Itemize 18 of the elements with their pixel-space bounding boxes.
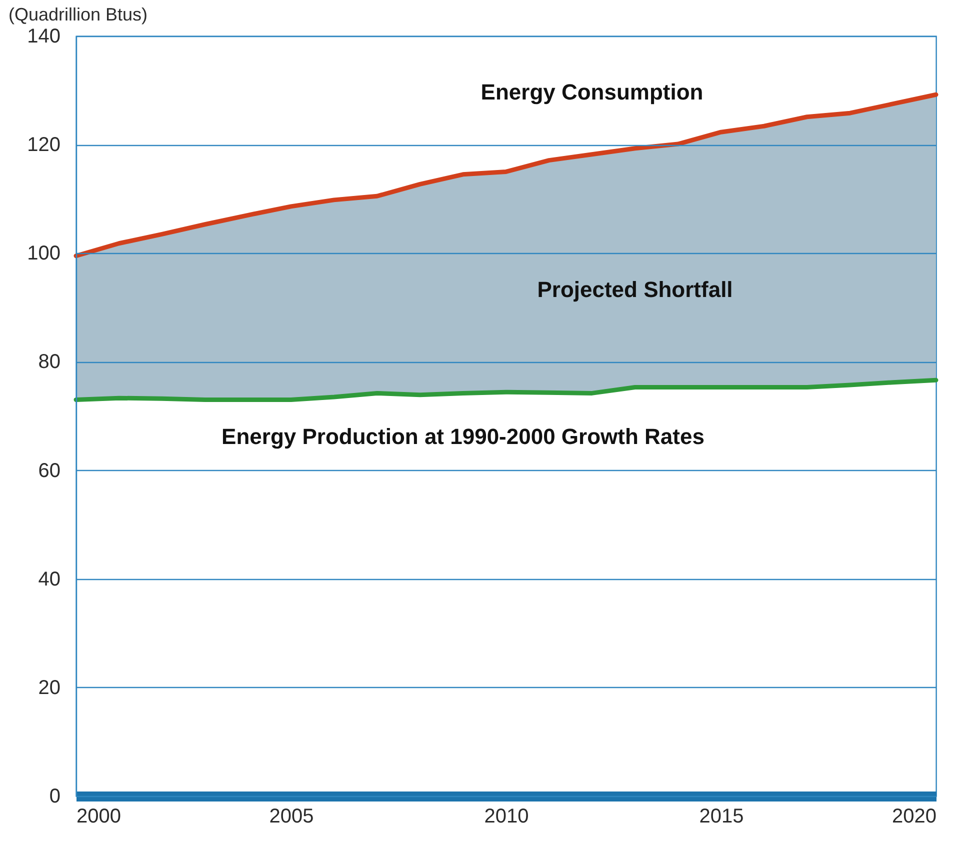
y-axis-title: (Quadrillion Btus) bbox=[8, 4, 148, 24]
x-tick-label: 2015 bbox=[699, 806, 744, 828]
y-tick-label: 20 bbox=[38, 676, 60, 699]
x-tick-label: 2000 bbox=[76, 806, 121, 828]
series-label: Energy Production at 1990-2000 Growth Rates bbox=[222, 424, 704, 450]
y-tick-label: 60 bbox=[38, 460, 60, 482]
line-series bbox=[74, 378, 938, 402]
x-tick-label: 2005 bbox=[269, 806, 314, 828]
y-tick-label: 120 bbox=[27, 134, 60, 156]
y-tick-label: 140 bbox=[27, 26, 60, 48]
x-tick-label: 2020 bbox=[892, 806, 936, 828]
series-label: Energy Consumption bbox=[480, 79, 704, 104]
annotation: Projected Shortfall bbox=[537, 276, 733, 302]
y-tick-label: 40 bbox=[38, 568, 60, 590]
y-tick-label: 80 bbox=[38, 351, 60, 374]
y-tick-label: 0 bbox=[49, 786, 60, 808]
x-tick-label: 2010 bbox=[484, 806, 529, 828]
y-tick-label: 100 bbox=[27, 242, 60, 265]
